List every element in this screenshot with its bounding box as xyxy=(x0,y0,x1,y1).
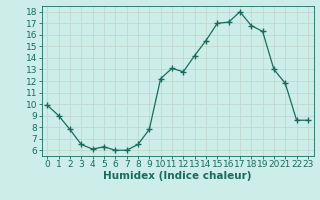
X-axis label: Humidex (Indice chaleur): Humidex (Indice chaleur) xyxy=(103,171,252,181)
